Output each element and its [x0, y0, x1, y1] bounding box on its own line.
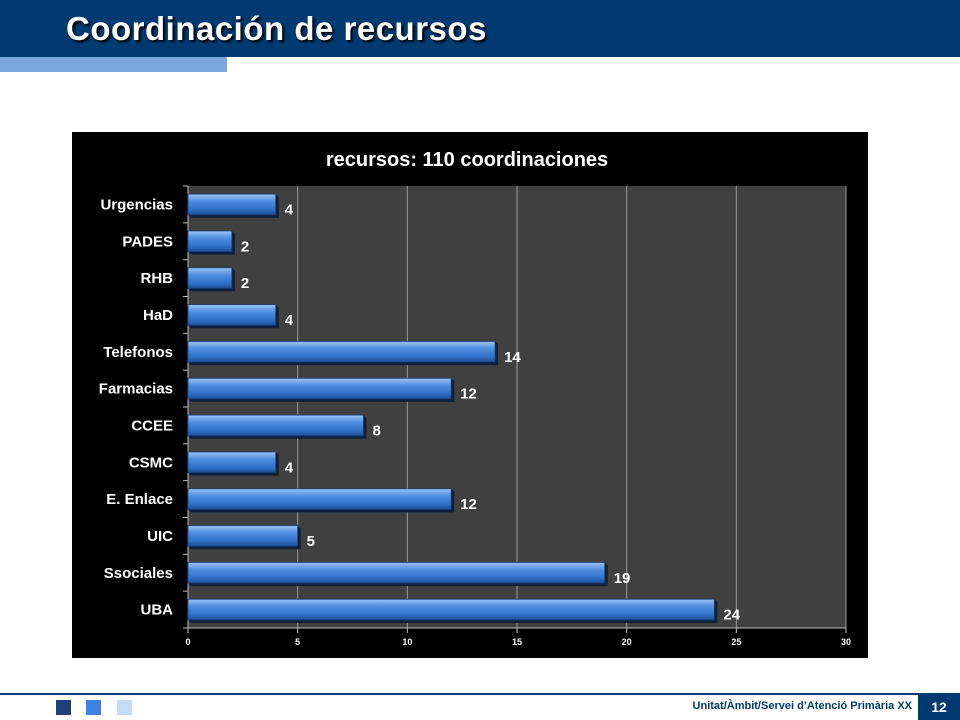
page-number: 12: [918, 695, 960, 720]
category-label: RHB: [141, 270, 174, 287]
category-label: PADES: [122, 233, 173, 250]
bar: [187, 562, 606, 584]
x-tick-label: 5: [295, 637, 300, 647]
bar: [187, 414, 364, 437]
data-label: 4: [285, 459, 294, 476]
data-label: 2: [241, 275, 249, 292]
category-label: Telefonos: [103, 344, 173, 361]
category-label: CSMC: [129, 454, 173, 471]
category-label: Farmacias: [99, 381, 173, 398]
category-label: E. Enlace: [106, 491, 173, 508]
bar: [187, 193, 277, 216]
bar: [187, 451, 277, 473]
x-tick-label: 20: [622, 637, 632, 647]
data-label: 19: [614, 570, 631, 587]
category-label: UBA: [141, 602, 174, 619]
x-tick-label: 15: [512, 637, 522, 647]
data-label: 5: [307, 533, 315, 550]
bar: [187, 304, 277, 326]
data-label: 4: [285, 312, 294, 329]
category-label: Urgencias: [100, 196, 173, 213]
data-label: 12: [460, 496, 477, 513]
data-label: 14: [504, 349, 521, 366]
data-label: 4: [285, 201, 294, 218]
footer-square-dark: [56, 700, 71, 715]
bar: [187, 230, 233, 252]
header-accent-bar: [0, 57, 227, 72]
category-label: UIC: [147, 528, 173, 545]
header-bar: [0, 0, 960, 57]
data-label: 12: [460, 386, 477, 403]
footer-square-medium: [86, 700, 101, 715]
bar: [187, 341, 496, 363]
category-label: CCEE: [131, 417, 173, 434]
data-label: 2: [241, 238, 249, 255]
bar: [187, 525, 299, 547]
category-label: Ssociales: [104, 565, 173, 582]
bar: [187, 267, 233, 289]
footer-divider: [0, 693, 960, 695]
slide-title: Coordinación de recursos: [66, 10, 487, 47]
x-tick-label: 25: [731, 637, 741, 647]
bar: [187, 598, 715, 621]
chart-title: recursos: 110 coordinaciones: [326, 149, 608, 171]
chart-container: recursos: 110 coordinaciones 0 5 10 15 20 25 3…: [72, 132, 868, 658]
bar-chart: recursos: 110 coordinaciones 0 5 10 15 20 25 3…: [99, 149, 851, 647]
x-tick-label: 30: [841, 637, 851, 647]
footer-text: Unitat/Àmbit/Servei d’Atenció Primària X…: [692, 700, 912, 712]
x-tick-label: 10: [402, 637, 412, 647]
data-label: 24: [723, 607, 740, 624]
x-tick-label: 0: [185, 637, 190, 647]
category-label: HaD: [143, 307, 173, 324]
data-label: 8: [372, 422, 380, 439]
footer-square-light: [117, 700, 132, 715]
bar: [187, 377, 452, 400]
bar: [187, 488, 452, 510]
